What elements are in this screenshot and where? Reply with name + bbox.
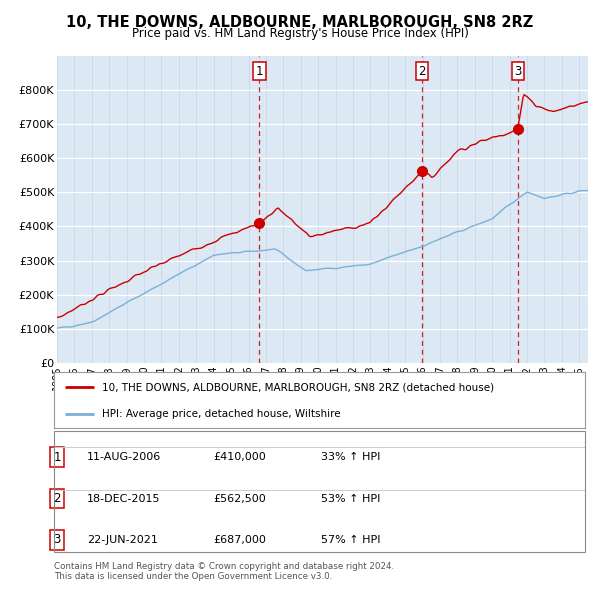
Text: 11-AUG-2006: 11-AUG-2006 (87, 453, 161, 462)
Text: 3: 3 (514, 65, 521, 78)
Text: Price paid vs. HM Land Registry's House Price Index (HPI): Price paid vs. HM Land Registry's House … (131, 27, 469, 40)
Text: 22-JUN-2021: 22-JUN-2021 (87, 535, 158, 545)
Text: 33% ↑ HPI: 33% ↑ HPI (321, 453, 380, 462)
Text: 2: 2 (53, 492, 61, 505)
Text: 3: 3 (53, 533, 61, 546)
Text: 18-DEC-2015: 18-DEC-2015 (87, 494, 161, 503)
Text: 1: 1 (53, 451, 61, 464)
Text: HPI: Average price, detached house, Wiltshire: HPI: Average price, detached house, Wilt… (102, 409, 340, 419)
Text: 10, THE DOWNS, ALDBOURNE, MARLBOROUGH, SN8 2RZ (detached house): 10, THE DOWNS, ALDBOURNE, MARLBOROUGH, S… (102, 382, 494, 392)
Text: 10, THE DOWNS, ALDBOURNE, MARLBOROUGH, SN8 2RZ: 10, THE DOWNS, ALDBOURNE, MARLBOROUGH, S… (67, 15, 533, 30)
Text: 53% ↑ HPI: 53% ↑ HPI (321, 494, 380, 503)
Text: 2: 2 (418, 65, 425, 78)
Text: 57% ↑ HPI: 57% ↑ HPI (321, 535, 380, 545)
Text: 1: 1 (256, 65, 263, 78)
Text: £410,000: £410,000 (213, 453, 266, 462)
Text: £562,500: £562,500 (213, 494, 266, 503)
Text: Contains HM Land Registry data © Crown copyright and database right 2024.
This d: Contains HM Land Registry data © Crown c… (54, 562, 394, 581)
Text: £687,000: £687,000 (213, 535, 266, 545)
